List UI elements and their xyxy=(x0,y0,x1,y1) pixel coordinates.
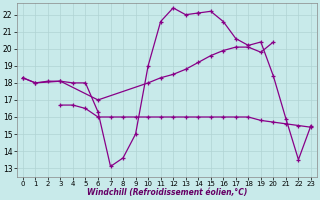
X-axis label: Windchill (Refroidissement éolien,°C): Windchill (Refroidissement éolien,°C) xyxy=(87,188,247,197)
